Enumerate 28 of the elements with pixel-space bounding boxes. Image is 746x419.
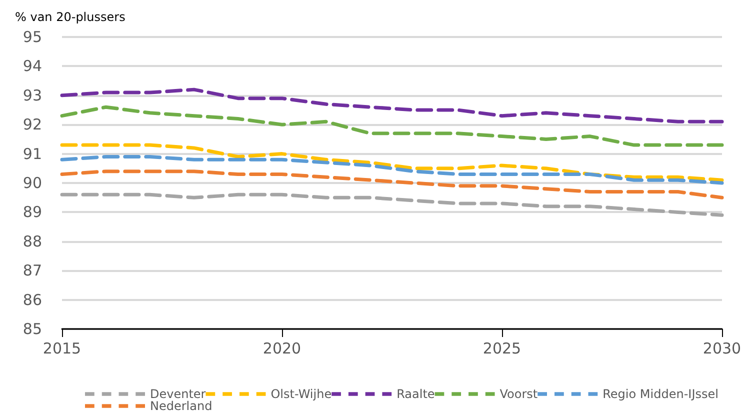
y-tick-label: 89 [22, 203, 42, 222]
line-series [60, 143, 724, 182]
y-tick-label: 93 [22, 86, 42, 104]
x-tick-label: 2025 [482, 340, 522, 358]
y-tick-label: 94 [22, 57, 42, 76]
legend-label: Raalte [396, 387, 435, 401]
legend-label: Deventer [150, 387, 206, 401]
x-tick-label: 2030 [702, 340, 742, 358]
y-tick-label: 91 [22, 144, 42, 163]
line-series [60, 88, 724, 124]
legend-label: Regio Midden-IJssel [602, 387, 718, 401]
y-tick-label: 85 [22, 320, 42, 338]
line-series [60, 154, 724, 185]
legend-label: Nederland [150, 399, 212, 413]
y-tick-label: 92 [22, 116, 42, 134]
line-series [60, 170, 724, 200]
y-tick-label: 87 [22, 262, 42, 280]
x-tick-label: 2020 [262, 340, 302, 358]
y-axis-title: % van 20-plussers [15, 10, 126, 24]
y-tick-label: 90 [22, 174, 42, 192]
y-tick-label: 95 [22, 28, 42, 46]
x-tick-label: 2015 [42, 340, 82, 358]
y-tick-label: 88 [22, 232, 42, 250]
y-tick-label: 86 [22, 290, 42, 309]
line-series [60, 192, 724, 217]
legend-label: Olst-Wijhe [270, 387, 332, 401]
line-series [60, 105, 724, 147]
legend-label: Voorst [500, 387, 538, 401]
